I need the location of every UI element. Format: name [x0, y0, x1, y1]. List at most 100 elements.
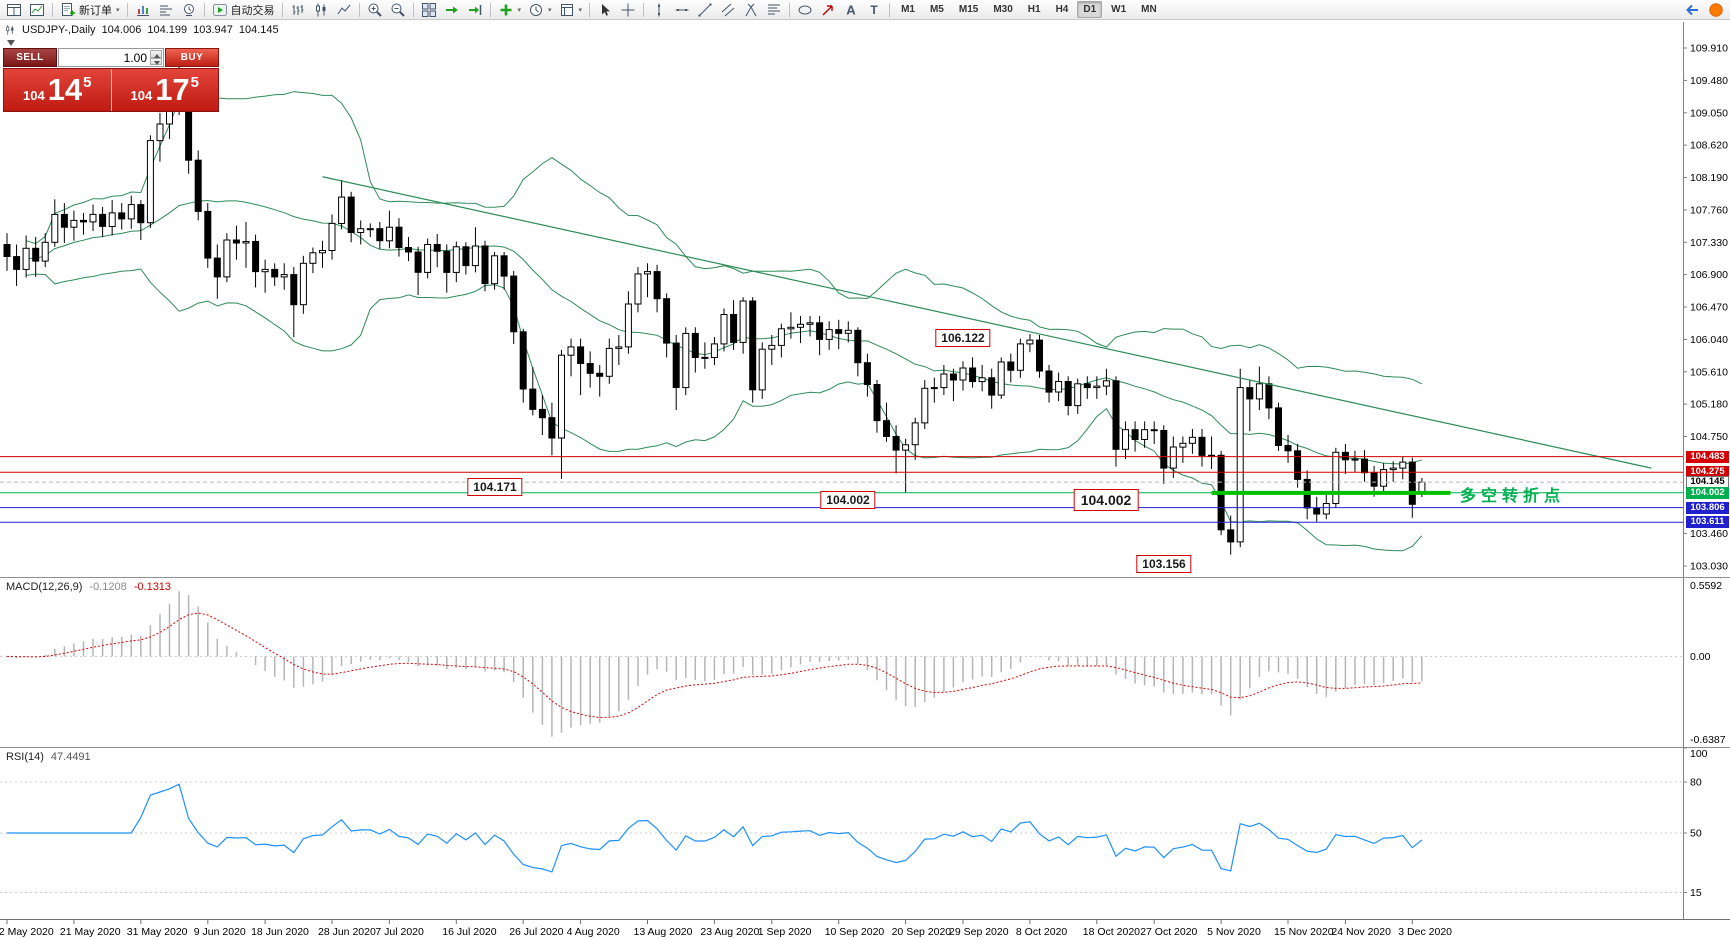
market-depth-button[interactable]: [155, 1, 177, 19]
zoom-in-button[interactable]: [364, 1, 386, 19]
toolbar-separator: [412, 2, 414, 17]
trendline-icon: [698, 3, 712, 16]
auto-scroll-button[interactable]: [441, 1, 463, 19]
price-tick-label: 103.030: [1690, 561, 1728, 573]
timeframe-w1-button[interactable]: W1: [1111, 4, 1127, 15]
sell-quote[interactable]: 104 14 5: [4, 69, 112, 111]
notification-button[interactable]: [1705, 1, 1727, 19]
sell-button[interactable]: SELL: [3, 48, 57, 67]
date-label: 15 Nov 2020: [1274, 926, 1334, 938]
candle-body: [806, 322, 814, 325]
toolbar-right-group: [1681, 1, 1727, 19]
candle-body: [462, 246, 470, 267]
timeframe-m5-button[interactable]: M5: [929, 4, 944, 15]
fibonacci-retracement-button[interactable]: [763, 1, 785, 19]
bar-chart-button[interactable]: [287, 1, 309, 19]
price-axis[interactable]: 109.910 109.480 109.050 108.620 108.190 107.7…: [1683, 22, 1728, 919]
date-label: 28 Jun 2020: [318, 926, 376, 938]
timeframe-m1-button[interactable]: M1: [901, 4, 915, 15]
indicators-button[interactable]: ▾: [495, 1, 525, 19]
candle-body: [1265, 383, 1273, 409]
bollinger-lower-band: [26, 268, 1423, 552]
price-callout-label[interactable]: 104.002: [1073, 489, 1139, 511]
candle-body: [51, 213, 59, 243]
periods-icon: [530, 3, 543, 16]
date-label: 4 Aug 2020: [567, 926, 620, 938]
buy-button[interactable]: BUY: [165, 48, 219, 67]
text-label-button[interactable]: T: [863, 1, 885, 19]
tile-windows-button[interactable]: [418, 1, 440, 19]
timeframe-h4-button[interactable]: H4: [1055, 4, 1069, 15]
date-label: 31 May 2020: [127, 926, 188, 938]
candle-body: [596, 372, 604, 377]
candle-body: [997, 361, 1005, 396]
timeframe-m30-button[interactable]: M30: [993, 4, 1013, 15]
periods-button[interactable]: ▾: [525, 1, 555, 19]
timeframe-h1-button[interactable]: H1: [1027, 4, 1041, 15]
line-chart-button[interactable]: [333, 1, 355, 19]
templates-button[interactable]: ▾: [556, 1, 586, 19]
chart-annotation-text[interactable]: 多空转折点: [1460, 488, 1566, 505]
candle-body: [232, 239, 240, 244]
volume-spinner[interactable]: [150, 50, 162, 65]
timeframe-mn-button[interactable]: MN: [1141, 4, 1157, 15]
rsi-panel[interactable]: 100 80 50 15: [0, 747, 1708, 899]
chart-window-button[interactable]: [26, 1, 48, 19]
window-grid-button[interactable]: [3, 1, 25, 19]
volume-down-icon[interactable]: [150, 57, 162, 65]
cursor-button[interactable]: [594, 1, 616, 19]
candle-body: [701, 356, 709, 359]
candle-body: [1313, 507, 1321, 515]
shapes-button[interactable]: [794, 1, 816, 19]
candle-body: [452, 246, 460, 273]
back-arrow-button[interactable]: [1681, 1, 1703, 19]
one-click-collapse-icon[interactable]: [7, 40, 15, 46]
candle-body: [99, 213, 107, 227]
rsi-level-label: 15: [1690, 887, 1702, 899]
horizontal-line-button[interactable]: [671, 1, 693, 19]
volume-input[interactable]: 1.00: [58, 48, 164, 67]
toolbar-separator: [358, 2, 360, 17]
zoom-out-button[interactable]: [387, 1, 409, 19]
candle-body: [204, 210, 212, 259]
price-callout-label[interactable]: 106.122: [935, 329, 991, 347]
equidistant-channel-button[interactable]: [717, 1, 739, 19]
price-callout-label[interactable]: 104.002: [820, 491, 876, 509]
bar-chart-icon: [292, 4, 304, 15]
arrows-button[interactable]: [817, 1, 839, 19]
candle-body: [41, 241, 49, 262]
date-axis[interactable]: 12 May 2020 21 May 2020 31 May 2020 9 Jun 2…: [0, 920, 1452, 938]
price-callout-label[interactable]: 103.156: [1136, 555, 1192, 573]
candle-body: [194, 159, 202, 212]
date-label: 23 Aug 2020: [700, 926, 759, 938]
autotrading-play-button[interactable]: 自动交易: [209, 1, 278, 19]
candle-body: [548, 417, 556, 439]
alerts-button[interactable]: [178, 1, 200, 19]
timeframe-m15-button[interactable]: M15: [958, 4, 979, 15]
symbol-title: USDJPY-,Daily: [22, 24, 96, 36]
candle-body: [338, 196, 346, 225]
crosshair-button[interactable]: [617, 1, 639, 19]
candle-body: [89, 213, 97, 223]
new-order-button[interactable]: 新订单 ▾: [57, 1, 123, 19]
new-order-icon: [62, 2, 75, 16]
timeframe-d1-button[interactable]: D1: [1077, 1, 1103, 18]
buy-quote[interactable]: 104 17 5: [111, 69, 218, 111]
toolbar-separator: [643, 2, 645, 17]
volume-up-icon[interactable]: [150, 50, 162, 58]
price-tick-label: 103.460: [1690, 528, 1728, 540]
macd-panel[interactable]: 0.5592 0.00 -0.6387: [0, 580, 1726, 746]
chart-plus-button[interactable]: [132, 1, 154, 19]
chart-shift-button[interactable]: [464, 1, 486, 19]
text-label-icon: T: [870, 3, 878, 17]
vertical-line-icon: [658, 3, 661, 16]
price-callout-label[interactable]: 104.171: [467, 478, 523, 496]
candle-body: [433, 244, 441, 252]
text-button[interactable]: A: [840, 1, 862, 19]
candlestick-chart-button[interactable]: [310, 1, 332, 19]
trendline-object[interactable]: [322, 176, 1652, 469]
andrews-pitchfork-button[interactable]: [740, 1, 762, 19]
trendline-button[interactable]: [694, 1, 716, 19]
vertical-line-button[interactable]: [648, 1, 670, 19]
